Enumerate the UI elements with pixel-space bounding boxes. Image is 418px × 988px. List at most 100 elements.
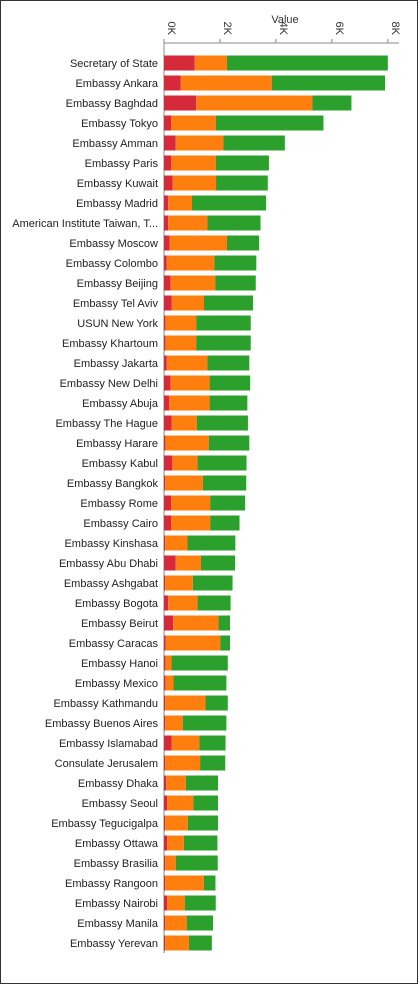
- y-tick-label: Embassy Harare: [76, 438, 158, 450]
- bar-segment: [164, 175, 173, 191]
- y-tick-label: Embassy Tegucigalpa: [51, 818, 159, 830]
- y-tick-label: Consulate Jerusalem: [55, 758, 158, 770]
- y-tick-label: Embassy Yerevan: [70, 938, 158, 950]
- bar-segment: [186, 915, 213, 931]
- bar-segment: [165, 635, 221, 651]
- bar-segment: [164, 715, 166, 731]
- bar-segment: [164, 695, 166, 711]
- y-tick-label: Embassy Kathmandu: [53, 698, 158, 710]
- bar-segment: [226, 235, 260, 251]
- bar-segment: [210, 495, 246, 511]
- bar-segment: [172, 455, 198, 471]
- y-tick-label: Embassy Amman: [72, 138, 158, 150]
- bar-segment: [164, 855, 166, 871]
- bar-segment: [164, 735, 172, 751]
- bar-segment: [165, 915, 187, 931]
- bar-segment: [164, 275, 171, 291]
- bar-segment: [171, 295, 205, 311]
- bar-segment: [165, 575, 193, 591]
- x-tick-label: 4K: [277, 22, 289, 36]
- bar-segment: [170, 115, 216, 131]
- bar-segment: [164, 395, 170, 411]
- bar-segment: [226, 55, 388, 71]
- y-tick-label: Embassy Buenos Aires: [45, 718, 159, 730]
- bar-segment: [165, 815, 188, 831]
- bar-segment: [223, 135, 285, 151]
- bar-segment: [165, 695, 206, 711]
- bar-segment: [164, 575, 166, 591]
- bar-segment: [164, 415, 172, 431]
- bar-segment: [193, 795, 218, 811]
- bar-segment: [171, 415, 197, 431]
- bar-segment: [164, 755, 166, 771]
- bar-segment: [164, 115, 171, 131]
- bar-segment: [192, 575, 233, 591]
- bar-segment: [209, 395, 248, 411]
- bar-segment: [168, 595, 198, 611]
- bar-segment: [164, 435, 166, 451]
- y-tick-label: Embassy Moscow: [69, 238, 158, 250]
- y-tick-label: Embassy Beijing: [77, 278, 158, 290]
- bar-segment: [165, 535, 188, 551]
- y-tick-label: Embassy Kabul: [82, 458, 158, 470]
- bar-segment: [180, 75, 272, 91]
- bar-segment: [175, 855, 218, 871]
- bar-segment: [164, 455, 173, 471]
- y-tick-label: Embassy Rome: [80, 498, 158, 510]
- y-tick-label: Embassy Rangoon: [65, 878, 158, 890]
- x-tick-label: 2K: [221, 22, 233, 36]
- bar-segment: [165, 715, 183, 731]
- bar-segment: [164, 135, 176, 151]
- bar-segment: [218, 615, 231, 631]
- bar-segment: [164, 635, 166, 651]
- y-tick-label: Embassy Abu Dhabi: [59, 558, 158, 570]
- y-tick-label: Embassy Hanoi: [81, 658, 158, 670]
- bar-segment: [165, 875, 204, 891]
- bar-segment: [165, 475, 203, 491]
- y-tick-label: Embassy Mexico: [75, 678, 158, 690]
- bar-segment: [184, 895, 216, 911]
- bar-segment: [166, 775, 186, 791]
- bar-segment: [166, 255, 215, 271]
- bar-segment: [164, 495, 171, 511]
- bar-segment: [164, 55, 195, 71]
- bar-segment: [165, 675, 174, 691]
- bar-segment: [188, 935, 212, 951]
- bar-segment: [164, 195, 169, 211]
- y-tick-label: Embassy Kuwait: [77, 178, 158, 190]
- bar-segment: [169, 235, 227, 251]
- bar-segment: [215, 155, 269, 171]
- bar-segment: [164, 295, 172, 311]
- x-tick-label: 6K: [333, 22, 345, 36]
- bar-segment: [165, 655, 172, 671]
- bar-segment: [207, 355, 250, 371]
- bar-segment: [172, 175, 217, 191]
- y-tick-label: Embassy Bangkok: [67, 478, 159, 490]
- y-tick-label: Embassy Ashgabat: [64, 578, 158, 590]
- bar-segment: [215, 115, 324, 131]
- bar-segment: [165, 855, 176, 871]
- bar-segment: [182, 715, 227, 731]
- bar-segment: [170, 155, 216, 171]
- bar-segment: [164, 255, 167, 271]
- y-tick-label: Embassy Bogota: [75, 598, 159, 610]
- bar-segment: [165, 755, 201, 771]
- x-axis: 0K 2K 4K 6K 8K: [163, 22, 401, 44]
- y-tick-label: Embassy Jakarta: [74, 358, 159, 370]
- y-tick-label: Embassy Ankara: [75, 78, 158, 90]
- bar-segment: [173, 675, 227, 691]
- bar-segment: [167, 895, 185, 911]
- bar-segment: [164, 155, 171, 171]
- bar-segment: [191, 195, 267, 211]
- bar-segment: [164, 315, 166, 331]
- y-tick-label: Embassy Colombo: [66, 258, 158, 270]
- bar-segment: [170, 495, 211, 511]
- bar-segment: [183, 835, 218, 851]
- y-axis: Secretary of State Embassy Ankara Embassy …: [12, 43, 165, 953]
- bar-segment: [165, 315, 197, 331]
- bar-segment: [200, 755, 226, 771]
- bar-segment: [208, 435, 250, 451]
- y-tick-label: Embassy Cairo: [83, 518, 158, 530]
